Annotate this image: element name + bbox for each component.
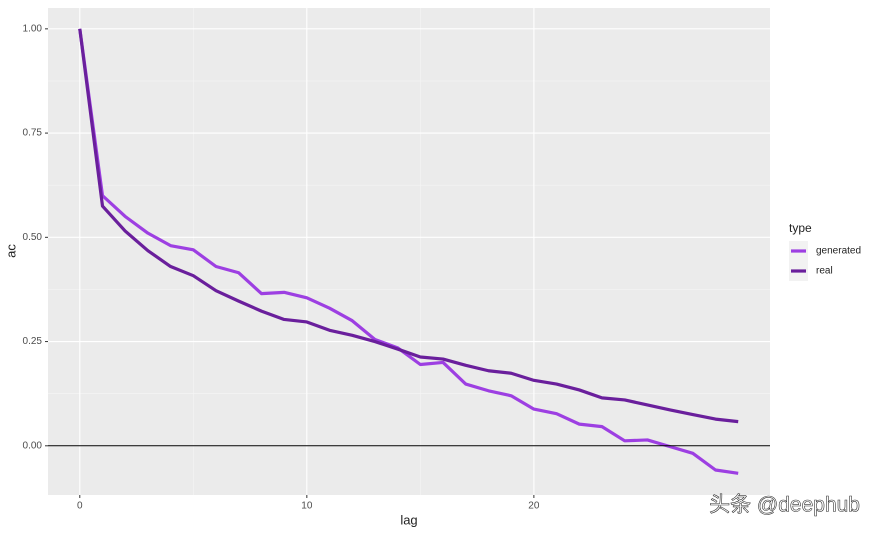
x-tick-label: 10 [301, 501, 313, 512]
legend-label: generated [816, 246, 861, 257]
y-tick-label: 0.00 [23, 440, 43, 451]
y-tick-label: 0.25 [23, 336, 43, 347]
series-line [78, 28, 739, 475]
y-axis-title: ac [3, 244, 18, 258]
legend-title: type [789, 221, 812, 235]
y-tick-label: 0.75 [23, 128, 43, 139]
legend-label: real [816, 266, 833, 277]
watermark: 头条 @deephub [709, 494, 860, 517]
x-tick-label: 20 [528, 501, 540, 512]
panel [48, 8, 770, 495]
y-tick-label: 1.00 [23, 23, 43, 34]
series-line [78, 28, 739, 424]
y-tick-label: 0.50 [23, 232, 43, 243]
x-tick-label: 0 [77, 501, 83, 512]
x-axis-title: lag [400, 512, 417, 527]
